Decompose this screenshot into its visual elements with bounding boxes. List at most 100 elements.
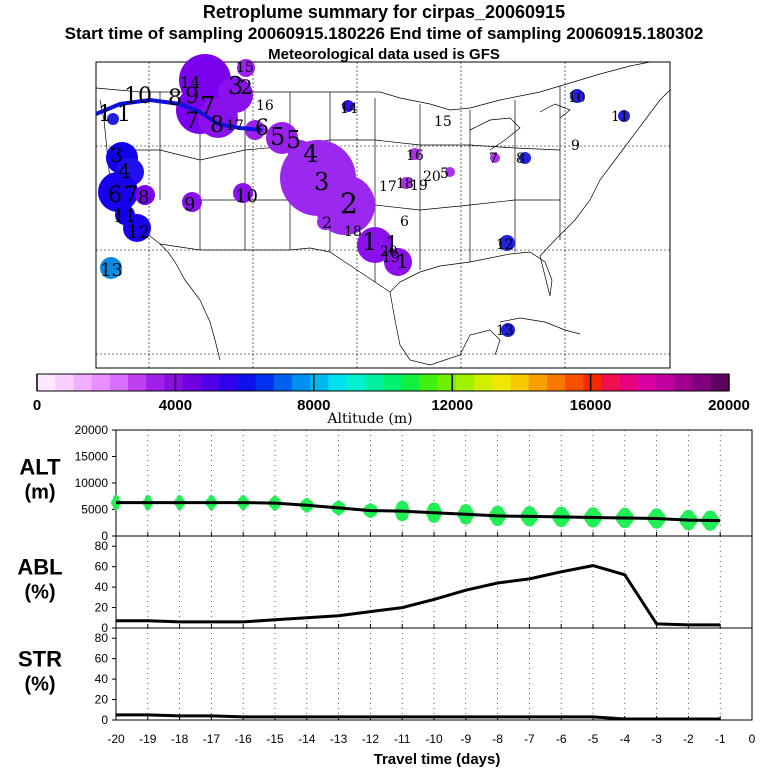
plume-blob-16: [98, 172, 138, 212]
x-tick-label: -19: [139, 732, 157, 746]
panel-yunit: (%): [24, 582, 55, 604]
map-label: 4: [118, 159, 131, 183]
map-label: 4: [303, 140, 318, 168]
colorbar-cell: [219, 374, 238, 391]
x-tick-label: -13: [330, 732, 348, 746]
alt-scatter-point: [396, 500, 409, 512]
series-line-alt: [116, 501, 721, 523]
colorbar-cell: [37, 374, 56, 391]
colorbar-cell: [146, 374, 165, 391]
altitude-colorbar: 0 4000 8000 12000 16000 20000 Altitude (m): [33, 373, 750, 427]
y-tick-label: 40: [95, 672, 109, 686]
colorbar-cell: [437, 374, 457, 391]
y-tick-label: 20: [95, 601, 109, 615]
map-label: 1: [362, 228, 377, 256]
map-label: 2: [322, 213, 332, 232]
colorbar-cell: [73, 374, 93, 391]
panel-ylabel: ABL: [17, 555, 62, 580]
x-tick-label: -7: [524, 732, 535, 746]
colorbar-cell: [656, 374, 675, 391]
map-label: 8: [168, 86, 182, 111]
map-label: 15: [236, 60, 254, 76]
plume-blob-12: [357, 227, 393, 263]
colorbar-cell: [182, 374, 202, 391]
x-tick-label: -12: [362, 732, 380, 746]
colorbar-tick-label: 0: [33, 397, 41, 414]
plume-blob-26: [400, 177, 412, 189]
plume-blob-5: [237, 59, 255, 77]
y-tick-label: 0: [101, 713, 108, 727]
panel-str: 80 60 40 20 0 STR(%): [18, 627, 753, 727]
x-tick-label: -2: [683, 732, 694, 746]
plume-blob-31: [618, 110, 630, 122]
map-label: 11: [611, 109, 629, 125]
colorbar-cell: [291, 374, 311, 391]
colorbar-cell: [383, 374, 402, 391]
colorbar-cell: [273, 374, 293, 391]
alt-scatter-point: [272, 495, 278, 502]
x-axis: Travel time (days) -20 -19 -18 -17 -16 -15 -14…: [107, 732, 755, 768]
plume-blob-4: [198, 98, 238, 138]
x-tick-label: -14: [298, 732, 316, 746]
alt-scatter-point: [704, 510, 717, 522]
plume-blob-32: [499, 235, 515, 251]
alt-scatter-point: [208, 495, 215, 501]
colorbar-cell: [637, 374, 657, 391]
colorbar-cell: [674, 374, 694, 391]
alt-scatter-point: [428, 502, 440, 514]
map-label: 7: [124, 183, 138, 208]
y-tick-label: 60: [95, 560, 109, 574]
colorbar-cell: [474, 374, 493, 391]
plume-blob-11: [317, 214, 333, 230]
map-label: 18: [396, 176, 414, 192]
map-label: 10: [568, 90, 586, 106]
map-label: 7: [185, 109, 199, 134]
colorbar-cell: [565, 374, 584, 391]
panel-ylabel: ALT: [19, 455, 61, 480]
map-label: 8: [516, 151, 525, 167]
map-label: 13: [100, 260, 123, 281]
map-label: 1: [385, 233, 399, 258]
map-label: 9: [185, 84, 199, 109]
x-tick-label: -6: [556, 732, 567, 746]
y-tick-label: 80: [95, 631, 109, 645]
map-label: 17: [226, 118, 244, 134]
map-label: 11: [113, 206, 136, 227]
x-tick-label: -20: [107, 732, 125, 746]
colorbar-tick-label: 16000: [570, 397, 612, 414]
x-tick-label: -8: [492, 732, 503, 746]
map-label: 2: [240, 75, 253, 99]
series-line-str: [116, 713, 721, 721]
y-tick-label: 60: [95, 652, 109, 666]
plume-blob-19: [233, 183, 253, 203]
map-label: 1: [117, 102, 131, 127]
plume-blob-18: [182, 192, 202, 212]
colorbar-cell: [328, 374, 348, 391]
plume-blob-29: [519, 152, 531, 164]
colorbar-cell: [583, 374, 603, 391]
colorbar-tick-label: 8000: [297, 397, 330, 414]
plume-blob-28: [490, 153, 500, 163]
map-label: 7: [200, 92, 215, 120]
map-label: 2: [340, 187, 358, 220]
alt-scatter-point: [459, 504, 472, 515]
trajectory-path: [95, 97, 263, 132]
map-label: 16: [256, 98, 274, 114]
panel-yunit: (m): [24, 482, 55, 504]
y-tick-label: 0: [101, 621, 108, 635]
map-label: 20: [423, 169, 441, 185]
map-label: 7: [489, 151, 498, 167]
colorbar-cell: [237, 374, 257, 391]
panel-alt: 20000 15000 10000 5000 0 ALT(m): [19, 423, 753, 543]
alt-scatter-point: [240, 495, 247, 501]
colorbar-cell: [528, 374, 548, 391]
x-tick-label: 0: [749, 732, 756, 746]
alt-scatter-point: [618, 507, 631, 519]
colorbar-cell: [364, 374, 384, 391]
map-label: 12: [496, 237, 514, 253]
colorbar-cell: [455, 374, 475, 391]
alt-scatter-point: [144, 495, 151, 501]
